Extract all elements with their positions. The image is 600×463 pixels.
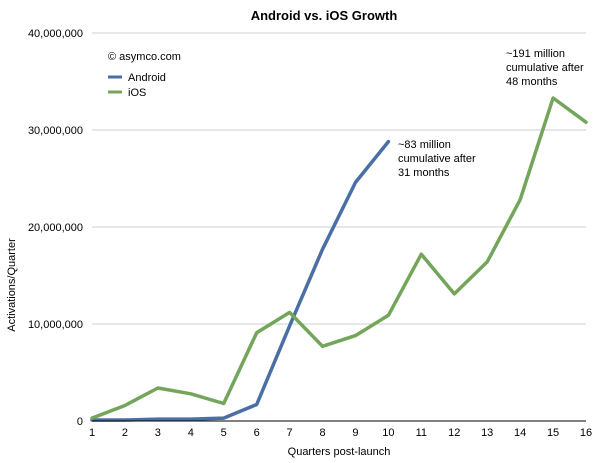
series-line-ios — [90, 96, 588, 420]
x-axis-ticks: 1 2 3 4 5 6 7 8 9 10 11 12 13 14 15 16 — [89, 427, 592, 439]
x-tick-label: 11 — [416, 427, 427, 439]
series-line-android — [90, 139, 391, 422]
chart-title: Android vs. iOS Growth — [251, 8, 398, 23]
x-tick-label: 2 — [122, 427, 128, 439]
x-tick-label: 7 — [287, 427, 293, 439]
x-tick-label: 1 — [89, 427, 95, 439]
legend-android-label: Android — [128, 72, 166, 84]
x-tick-label: 5 — [221, 427, 227, 439]
annotation-ios-line-3: 48 months — [506, 76, 558, 88]
x-tick-label: 8 — [319, 427, 325, 439]
copyright-text: © asymco.com — [108, 51, 181, 63]
annotation-android-line-1: ~83 million — [398, 139, 451, 151]
y-tick-label: 40,000,000 — [28, 28, 83, 40]
y-tick-label: 20,000,000 — [28, 222, 83, 234]
x-tick-label: 6 — [254, 427, 260, 439]
legend: Android iOS — [108, 72, 166, 99]
annotation-android: ~83 million cumulative after 31 months — [398, 139, 476, 179]
x-axis-title: Quarters post-launch — [288, 446, 391, 458]
y-tick-label: 0 — [77, 416, 83, 428]
x-tick-label: 4 — [188, 427, 194, 439]
x-tick-label: 15 — [547, 427, 559, 439]
y-axis-title: Activations/Quarter — [6, 238, 18, 332]
annotation-android-line-3: 31 months — [398, 167, 450, 179]
x-tick-label: 12 — [448, 427, 460, 439]
gridlines — [92, 32, 586, 325]
x-tick-label: 16 — [580, 427, 592, 439]
x-tick-label: 9 — [352, 427, 358, 439]
annotation-ios-line-2: cumulative after — [506, 62, 584, 74]
x-tick-label: 13 — [481, 427, 493, 439]
legend-ios-label: iOS — [128, 87, 146, 99]
annotation-android-line-2: cumulative after — [398, 153, 476, 165]
series-lines — [90, 96, 588, 422]
x-tick-label: 14 — [514, 427, 526, 439]
annotation-ios: ~191 million cumulative after 48 months — [506, 48, 584, 88]
y-tick-label: 10,000,000 — [28, 319, 83, 331]
y-tick-label: 30,000,000 — [28, 125, 83, 137]
x-tick-label: 3 — [155, 427, 161, 439]
y-axis-ticks: 0 10,000,000 20,000,000 30,000,000 40,000,00… — [28, 28, 83, 428]
x-tick-label: 10 — [382, 427, 394, 439]
annotation-ios-line-1: ~191 million — [506, 48, 565, 60]
